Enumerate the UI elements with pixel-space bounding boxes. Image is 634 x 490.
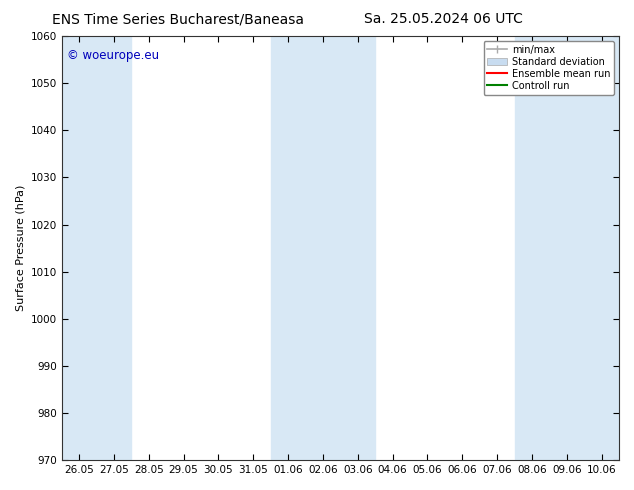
Text: © woeurope.eu: © woeurope.eu — [67, 49, 159, 62]
Legend: min/max, Standard deviation, Ensemble mean run, Controll run: min/max, Standard deviation, Ensemble me… — [484, 41, 614, 95]
Text: ENS Time Series Bucharest/Baneasa: ENS Time Series Bucharest/Baneasa — [51, 12, 304, 26]
Bar — [61, 36, 131, 460]
Bar — [271, 36, 375, 460]
Bar — [515, 36, 619, 460]
Y-axis label: Surface Pressure (hPa): Surface Pressure (hPa) — [15, 185, 25, 311]
Text: Sa. 25.05.2024 06 UTC: Sa. 25.05.2024 06 UTC — [365, 12, 523, 26]
